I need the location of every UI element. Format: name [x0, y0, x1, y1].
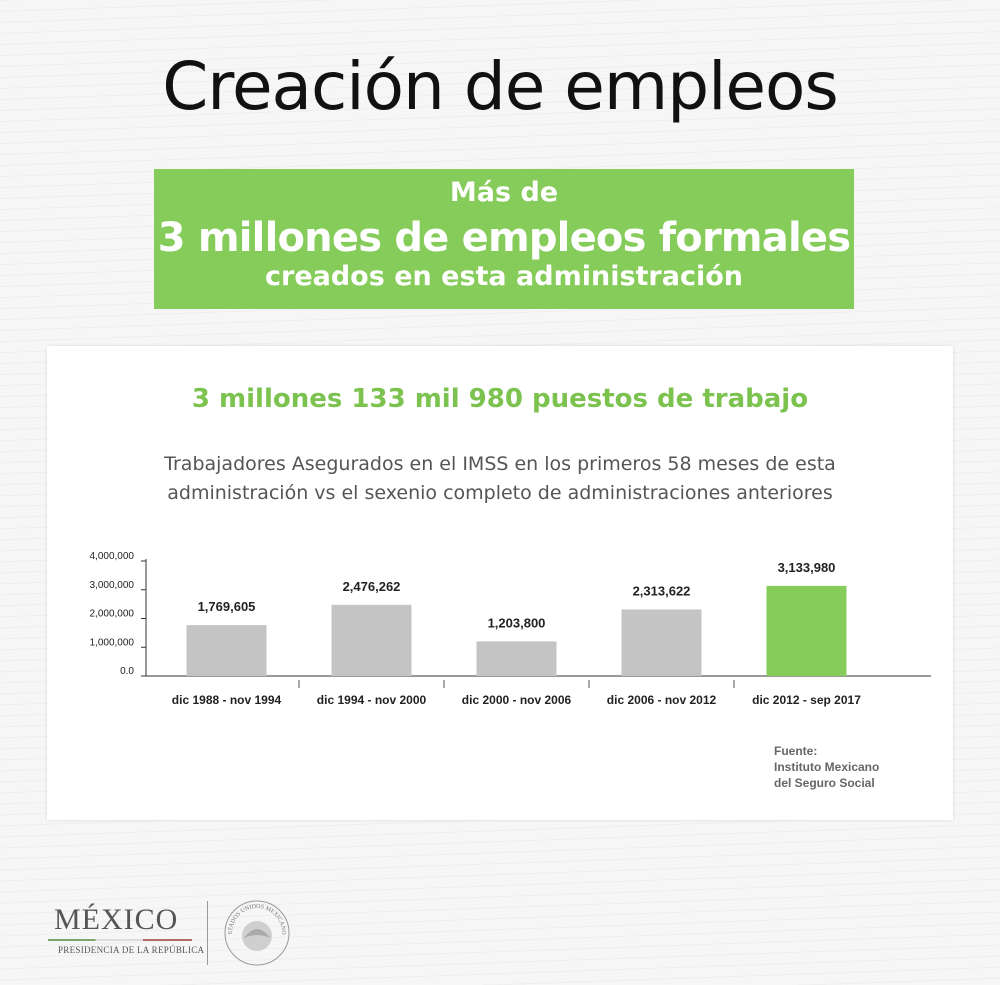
national-seal-icon: ESTADOS UNIDOS MEXICANOS: [222, 898, 290, 966]
bar-chart: 0.0 1,000,000 2,000,000 3,000,000 4,000,000 1…: [90, 551, 931, 707]
y-tick-label: 2,000,000: [90, 609, 135, 620]
x-tick-label: dic 2012 - sep 2017: [752, 693, 861, 707]
banner-line-1: Más de: [449, 177, 559, 208]
y-tick-label: 4,000,000: [90, 551, 135, 562]
x-tick-label: dic 2006 - nov 2012: [607, 693, 717, 707]
page-title: Creación de empleos: [162, 48, 839, 125]
y-tick-label: 0.0: [120, 666, 134, 677]
card-headline: 3 millones 133 mil 980 puestos de trabaj…: [191, 384, 809, 414]
bar: [621, 609, 702, 676]
source-line-1: Instituto Mexicano: [774, 760, 880, 774]
x-tick-label: dic 1994 - nov 2000: [317, 693, 427, 707]
data-label: 2,313,622: [633, 583, 691, 598]
x-tick-label: dic 1988 - nov 1994: [172, 693, 282, 707]
data-label: 2,476,262: [343, 579, 401, 594]
chart-card: 3 millones 133 mil 980 puestos de trabaj…: [47, 346, 953, 820]
y-tick-label: 1,000,000: [90, 637, 135, 648]
logo-divider: [207, 901, 208, 965]
bar: [476, 641, 557, 676]
source-line-2: del Seguro Social: [774, 776, 875, 790]
headline-banner: Más de 3 millones de empleos formales cr…: [154, 169, 854, 309]
chart-subtitle: Trabajadores Asegurados en el IMSS en lo…: [164, 453, 836, 504]
source-label: Fuente:: [774, 744, 818, 758]
bar: [331, 604, 412, 676]
source-note: Fuente: Instituto Mexicano del Seguro So…: [774, 743, 879, 791]
logo-tricolor-line: [48, 939, 192, 941]
bar: [766, 585, 847, 676]
banner-line-2: 3 millones de empleos formales: [157, 215, 851, 261]
data-label: 1,769,605: [198, 599, 256, 614]
data-label: 3,133,980: [778, 560, 836, 575]
y-tick-label: 3,000,000: [90, 580, 135, 591]
bar: [186, 625, 267, 676]
logo-subtitle: PRESIDENCIA DE LA REPÚBLICA: [58, 945, 205, 955]
mexico-presidencia-logo: MÉXICO PRESIDENCIA DE LA REPÚBLICA ESTAD…: [44, 895, 304, 970]
x-tick-label: dic 2000 - nov 2006: [462, 693, 572, 707]
banner-line-3: creados en esta administración: [265, 261, 743, 292]
data-label: 1,203,800: [488, 615, 546, 630]
logo-wordmark: MÉXICO: [54, 903, 179, 936]
